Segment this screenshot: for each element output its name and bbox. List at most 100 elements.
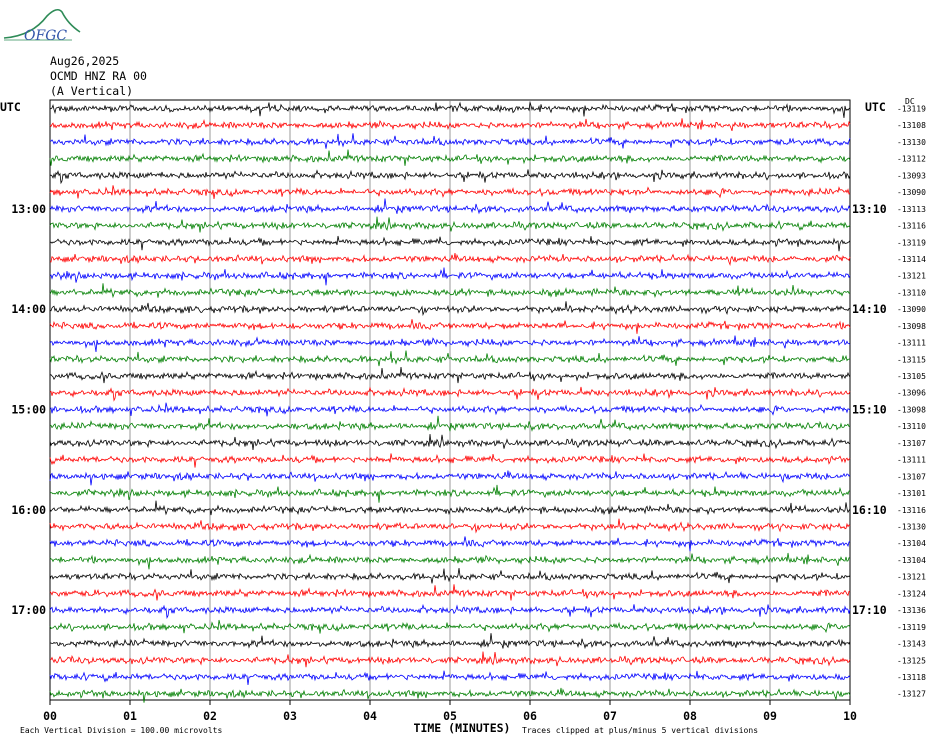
x-axis-label: TIME (MINUTES)	[414, 721, 511, 735]
trace-row-13	[49, 301, 851, 317]
dc-offset-label: -13098	[897, 405, 926, 414]
dc-offset-label: -13093	[897, 171, 926, 180]
trace-row-22	[49, 453, 851, 468]
trace-row-9	[49, 235, 851, 252]
trace-row-26	[49, 518, 851, 534]
right-hour-label: 13:10	[852, 202, 887, 216]
dc-offset-label: -13104	[897, 556, 926, 565]
dc-offset-label: -13114	[897, 255, 926, 264]
dc-offset-label: -13118	[897, 673, 926, 682]
trace-row-32	[49, 619, 851, 634]
dc-offset-label: -13124	[897, 589, 926, 598]
x-tick-label: 05	[443, 709, 457, 723]
x-tick-label: 02	[203, 709, 217, 723]
dc-offset-label: -13127	[897, 690, 926, 699]
right-hour-label: 15:10	[852, 402, 887, 416]
trace-row-7	[49, 198, 851, 215]
dc-offset-label: -13090	[897, 188, 926, 197]
dc-offset-label: -13110	[897, 288, 926, 297]
dc-offset-label: -13107	[897, 472, 926, 481]
dc-offset-label: -13116	[897, 222, 926, 231]
right-hour-label: 14:10	[852, 302, 887, 316]
dc-offset-label: -13110	[897, 422, 926, 431]
ofgc-logo: OFGC	[2, 2, 82, 50]
left-hour-label: 14:00	[11, 302, 46, 316]
dc-offset-label: -13112	[897, 155, 926, 164]
x-tick-label: 06	[523, 709, 537, 723]
logo-text: OFGC	[24, 28, 67, 44]
trace-row-4	[49, 149, 851, 166]
trace-row-16	[49, 350, 851, 367]
trace-row-2	[49, 118, 851, 132]
footer-scale-note: Each Vertical Division = 100.00 microvol…	[20, 726, 222, 735]
x-tick-label: 08	[683, 709, 697, 723]
dc-offset-label: -13108	[897, 121, 926, 130]
dc-offset-label: -13119	[897, 238, 926, 247]
header-component: (A Vertical)	[50, 84, 134, 98]
trace-row-31	[49, 603, 851, 619]
x-tick-label: 09	[763, 709, 777, 723]
trace-row-8	[49, 216, 851, 233]
left-hour-label: 13:00	[11, 202, 46, 216]
dc-offset-label: -13130	[897, 138, 926, 147]
utc-label-left: UTC	[0, 100, 21, 114]
trace-row-30	[49, 584, 851, 601]
trace-row-35	[49, 670, 851, 685]
trace-row-34	[49, 651, 851, 668]
trace-row-21	[49, 434, 851, 450]
left-hour-label: 16:00	[11, 503, 46, 517]
left-hour-label: 17:00	[11, 603, 46, 617]
trace-row-10	[49, 253, 851, 266]
dc-offset-label: -13107	[897, 439, 926, 448]
header-date: Aug26,2025	[50, 54, 120, 68]
dc-offset-label: -13111	[897, 339, 926, 348]
x-tick-label: 00	[43, 709, 57, 723]
header-station: OCMD HNZ RA 00	[50, 69, 147, 83]
left-hour-label: 15:00	[11, 402, 46, 416]
dc-offset-label: -13105	[897, 372, 926, 381]
trace-row-11	[49, 267, 851, 286]
dc-offset-label: -13101	[897, 489, 926, 498]
dc-offset-label: -13119	[897, 623, 926, 632]
trace-row-14	[49, 319, 851, 334]
trace-row-24	[49, 484, 851, 503]
x-tick-label: 04	[363, 709, 377, 723]
trace-row-1	[49, 101, 851, 118]
x-tick-label: 01	[123, 709, 137, 723]
dc-offset-label: -13090	[897, 305, 926, 314]
trace-row-33	[50, 633, 851, 650]
dc-offset-label: -13121	[897, 573, 926, 582]
trace-row-12	[49, 283, 851, 299]
trace-row-20	[49, 415, 851, 432]
dc-offset-label: -13130	[897, 523, 926, 532]
trace-row-28	[49, 552, 851, 570]
dc-offset-label: -13104	[897, 539, 926, 548]
trace-row-5	[49, 169, 851, 185]
dc-offset-label: -13136	[897, 606, 926, 615]
right-hour-label: 16:10	[852, 503, 887, 517]
x-tick-label: 10	[843, 709, 857, 723]
dc-offset-label: -13098	[897, 322, 926, 331]
trace-row-3	[49, 133, 851, 149]
dc-offset-label: -13121	[897, 272, 926, 281]
right-hour-label: 17:10	[852, 603, 887, 617]
trace-row-27	[49, 536, 851, 552]
trace-row-23	[49, 470, 851, 486]
trace-row-17	[49, 366, 851, 384]
trace-row-36	[49, 687, 851, 703]
trace-row-18	[49, 386, 851, 402]
dc-offset-label: -13115	[897, 355, 926, 364]
dc-offset-label: -13096	[897, 389, 926, 398]
trace-row-19	[49, 402, 851, 417]
trace-row-6	[49, 185, 851, 199]
trace-row-15	[49, 335, 851, 353]
footer-clip-note: Traces clipped at plus/minus 5 vertical …	[522, 726, 758, 735]
utc-label-right: UTC	[865, 100, 886, 114]
dc-offset-label: -13111	[897, 456, 926, 465]
dc-offset-label: -13113	[897, 205, 926, 214]
trace-row-25	[49, 500, 851, 516]
dc-header-label: DC	[905, 97, 915, 106]
dc-offset-label: -13119	[897, 105, 926, 114]
dc-offset-label: -13116	[897, 506, 926, 515]
